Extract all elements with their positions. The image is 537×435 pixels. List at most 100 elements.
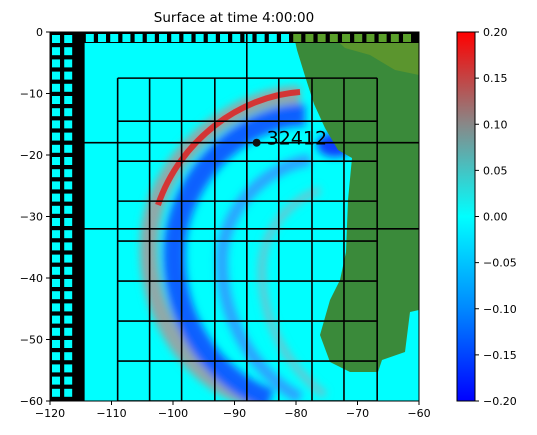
- checker-cell: [52, 169, 60, 178]
- top-checker-cell: [244, 34, 253, 42]
- checker-cell: [64, 254, 73, 263]
- gauge-label: 32412: [267, 128, 327, 150]
- checker-cell: [64, 120, 73, 129]
- checker-cell: [64, 96, 73, 104]
- checker-cell: [64, 35, 73, 43]
- top-checker-cell: [220, 34, 229, 42]
- checker-cell: [64, 169, 73, 178]
- checker-cell: [52, 242, 60, 251]
- checker-cell: [52, 315, 60, 324]
- x-tick-label: −110: [96, 407, 126, 420]
- checker-cell: [52, 291, 60, 300]
- x-tick-label: −100: [158, 407, 188, 420]
- checker-cell: [52, 218, 60, 226]
- checker-cell: [64, 327, 73, 336]
- checker-cell: [64, 144, 73, 153]
- checker-cell: [52, 230, 60, 239]
- checker-cell: [64, 303, 73, 312]
- top-checker-cell: [183, 34, 192, 42]
- checker-cell: [64, 279, 73, 287]
- refinement-checker: [50, 32, 84, 409]
- top-checker-cell: [354, 34, 363, 42]
- colorbar-tick-label: 0.05: [483, 164, 508, 177]
- plot-area: 32412: [50, 32, 419, 409]
- top-checker-cell: [232, 34, 241, 42]
- checker-cell: [52, 266, 60, 275]
- checker-cell: [64, 388, 73, 397]
- gauge-marker: [252, 138, 261, 147]
- checker-cell: [52, 132, 60, 141]
- colorbar-tick-label: 0.10: [483, 118, 508, 131]
- x-tick-label: −90: [223, 407, 246, 420]
- top-checker-cell: [110, 34, 119, 42]
- top-checker-cell: [268, 34, 277, 42]
- colorbar-tick-label: −0.20: [483, 395, 517, 408]
- checker-cell: [64, 157, 73, 165]
- refinement-checker-top: [83, 32, 419, 43]
- checker-cell: [52, 205, 60, 214]
- colorbar-tick-label: −0.10: [483, 303, 517, 316]
- land-mass: [293, 32, 419, 372]
- y-tick-label: −40: [20, 272, 43, 285]
- top-checker-cell: [342, 34, 351, 42]
- checker-cell: [64, 132, 73, 141]
- top-checker-cell: [195, 34, 204, 42]
- colorbar-axis: 0.20 0.15 0.10 0.05 0.00 −0.05 −0.10 −0.15 −0.20: [475, 26, 517, 408]
- wave-trough-blue: [163, 104, 306, 401]
- checker-cell: [52, 47, 60, 56]
- checker-cell: [64, 193, 73, 202]
- x-tick-label: −80: [284, 407, 307, 420]
- checker-cell: [52, 340, 60, 348]
- colorbar: [456, 31, 476, 402]
- top-checker-cell: [281, 34, 290, 42]
- checker-background: [50, 32, 84, 401]
- checker-cell: [64, 376, 73, 385]
- y-tick-label: 0: [36, 26, 43, 39]
- y-tick-label: −20: [20, 149, 43, 162]
- colorbar-tick-label: 0.15: [483, 72, 508, 85]
- top-checker-cell: [390, 34, 399, 42]
- checker-cell: [52, 364, 60, 373]
- wave-inner-gray: [257, 186, 328, 399]
- y-tick-label: −10: [20, 88, 43, 101]
- x-tick-label: −70: [346, 407, 369, 420]
- checker-cell: [64, 291, 73, 300]
- colorbar-tick-label: 0.00: [483, 211, 508, 224]
- top-checker-cell: [146, 34, 155, 42]
- checker-cell: [52, 59, 60, 68]
- x-tick-label: −60: [407, 407, 430, 420]
- top-checker-cell: [305, 34, 314, 42]
- checker-cell: [64, 108, 73, 117]
- top-checker-cell: [85, 34, 94, 42]
- checker-cell: [64, 242, 73, 251]
- checker-cell: [64, 181, 73, 190]
- top-checker-cell: [98, 34, 107, 42]
- checker-cell: [52, 303, 60, 312]
- checker-cell: [52, 181, 60, 190]
- checker-cell: [64, 364, 73, 373]
- checker-cell: [52, 120, 60, 129]
- checker-cell: [64, 59, 73, 68]
- checker-cell: [64, 401, 72, 409]
- colorbar-tick-label: −0.05: [483, 257, 517, 270]
- checker-cell: [52, 35, 60, 43]
- checker-cell: [64, 71, 73, 80]
- checker-cell: [52, 327, 60, 336]
- top-checker-cell: [171, 34, 180, 42]
- checker-cell: [52, 279, 60, 287]
- checker-cell: [64, 218, 73, 226]
- wave-inner-blue: [215, 154, 312, 401]
- checker-cell: [52, 254, 60, 263]
- top-checker-cell: [134, 34, 143, 42]
- top-checker-cell: [403, 34, 412, 42]
- checker-cell: [64, 205, 73, 214]
- top-checker-cell: [256, 34, 265, 42]
- checker-cell: [64, 47, 73, 56]
- checker-cell: [64, 83, 73, 92]
- checker-cell: [52, 376, 60, 385]
- chart-title: Surface at time 4:00:00: [154, 10, 314, 26]
- top-checker-cell: [317, 34, 326, 42]
- y-tick-label: −30: [20, 211, 43, 224]
- checker-cell: [52, 96, 60, 104]
